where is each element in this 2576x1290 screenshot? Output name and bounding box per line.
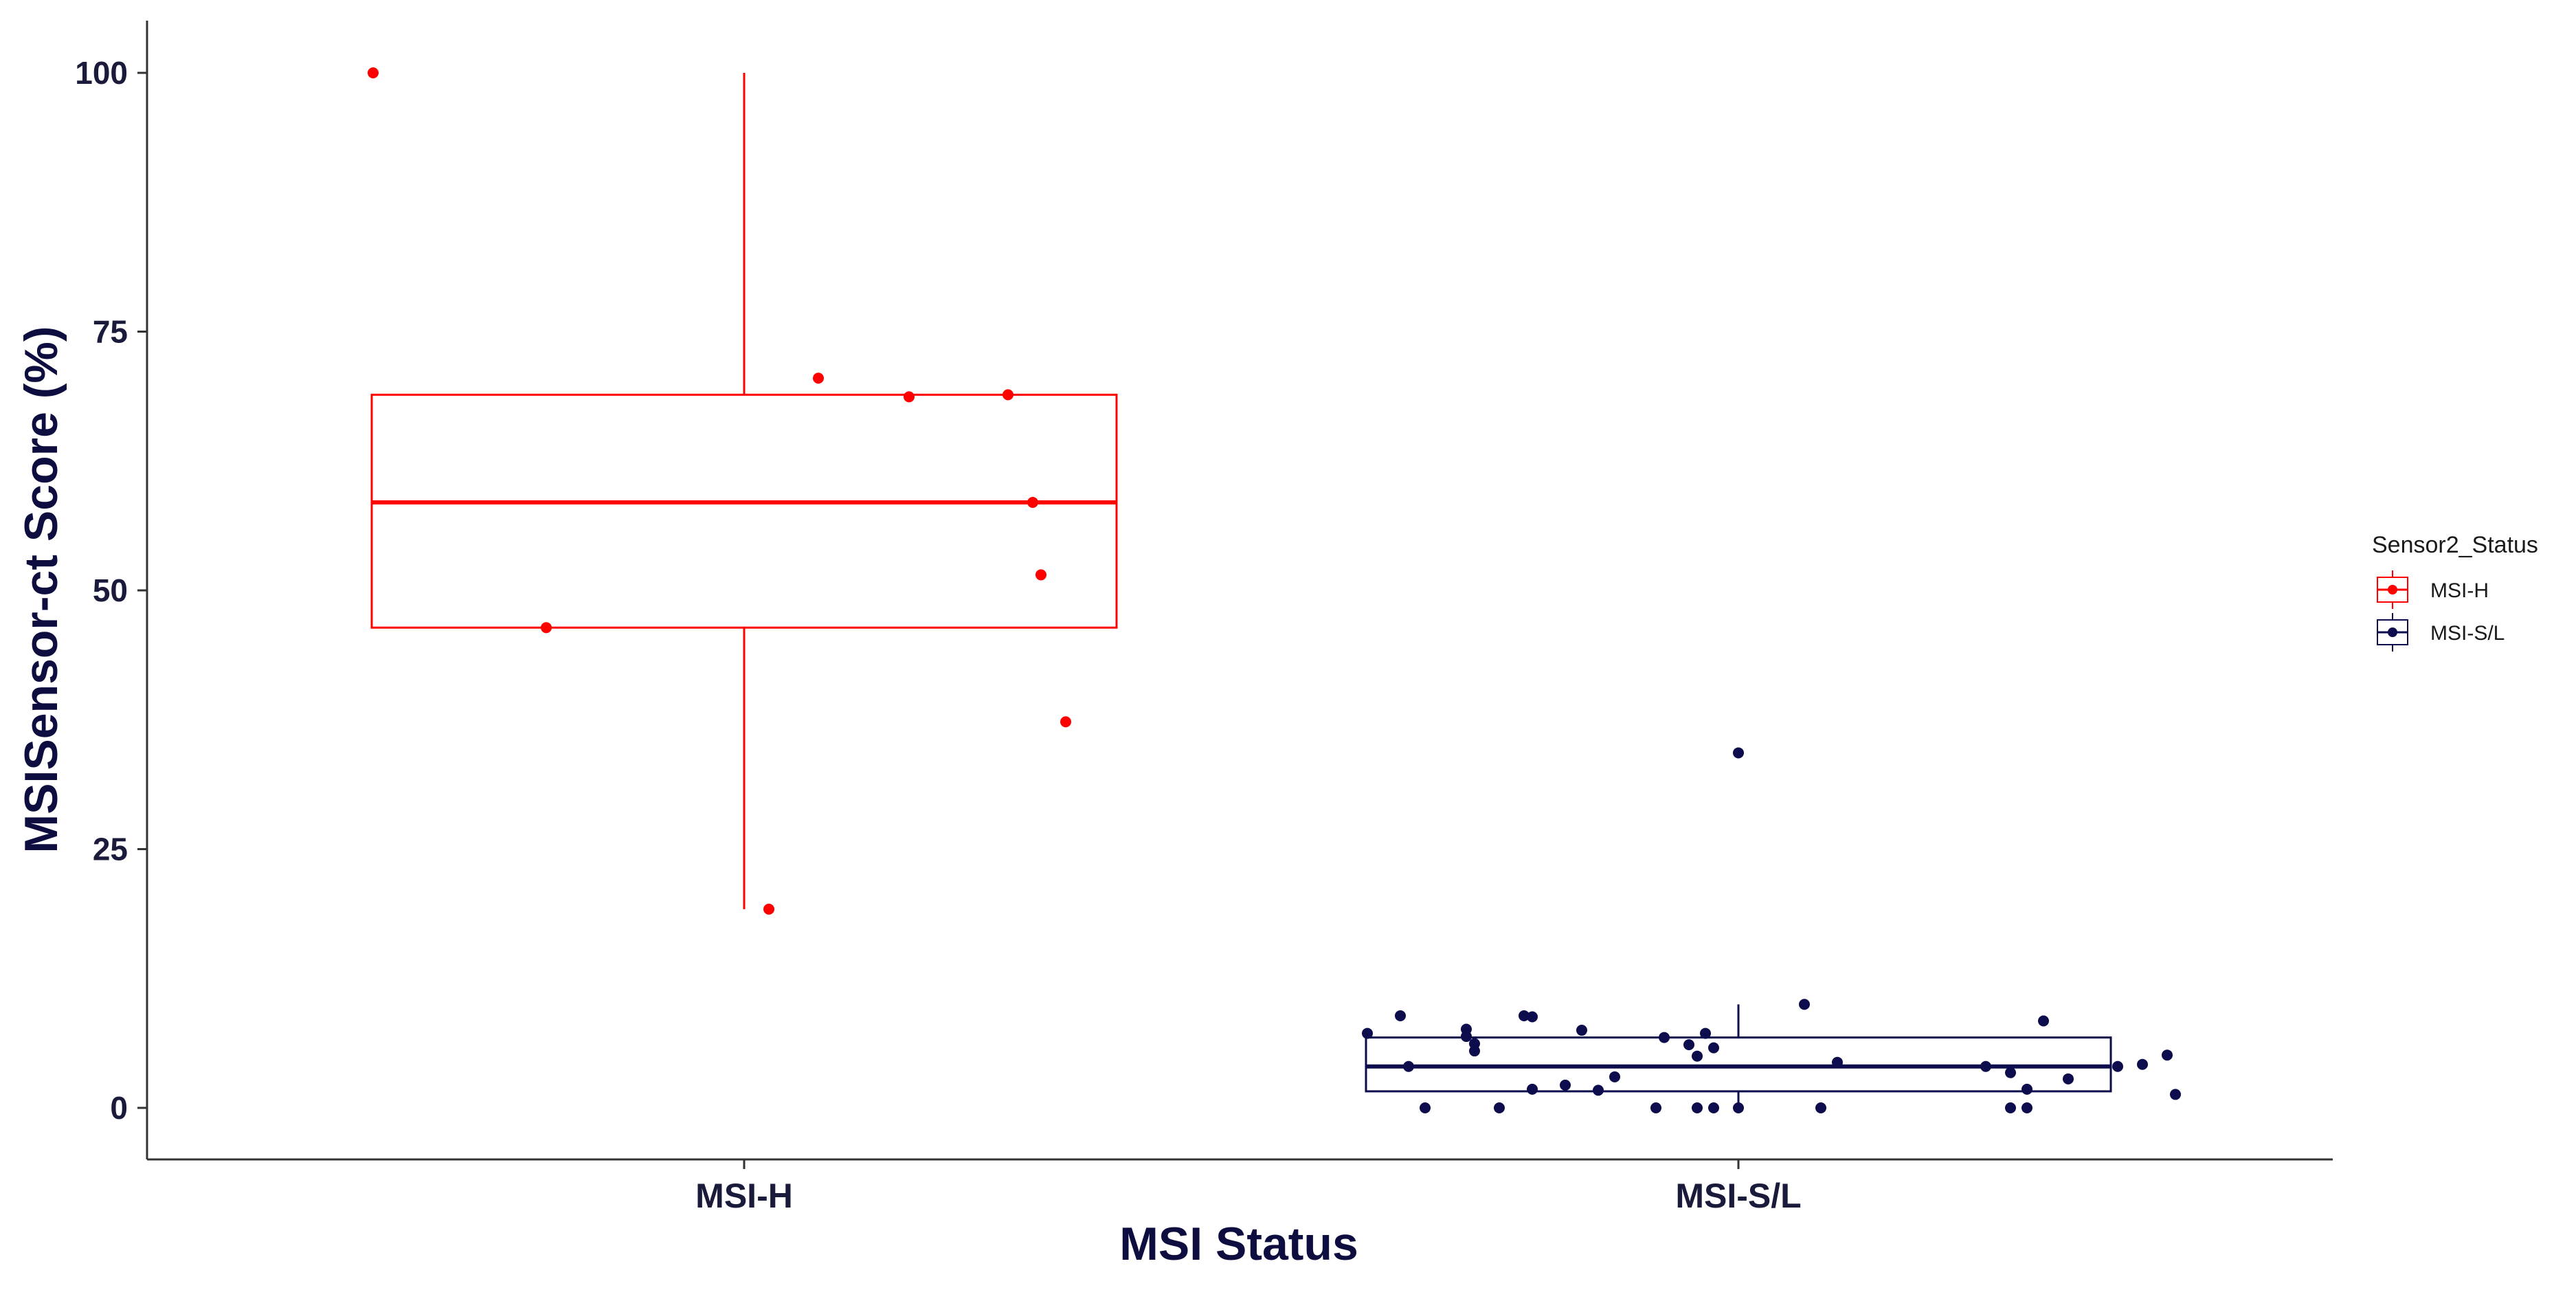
data-point — [1519, 1010, 1530, 1021]
legend-key-dot — [2388, 627, 2397, 637]
data-point — [904, 391, 915, 403]
data-point — [1494, 1102, 1505, 1113]
data-point — [1609, 1071, 1620, 1082]
legend: Sensor2_Status MSI-H MSI-S/L — [2372, 532, 2538, 652]
data-point — [1027, 496, 1038, 508]
y-tick-label: 100 — [75, 55, 128, 91]
y-axis-title: MSISensor-ct Score (%) — [15, 326, 67, 853]
data-point — [1692, 1102, 1703, 1113]
data-point — [1650, 1102, 1661, 1113]
data-point — [1060, 716, 1071, 728]
x-axis-ticks: MSI-H MSI-S/L — [695, 1159, 1802, 1215]
y-tick-label: 25 — [93, 832, 128, 867]
data-point — [541, 622, 552, 634]
data-point — [1527, 1011, 1538, 1023]
legend-keys: MSI-H MSI-S/L — [2377, 570, 2505, 652]
data-point — [2170, 1089, 2181, 1100]
data-point — [2137, 1058, 2148, 1070]
data-point — [1003, 389, 1013, 401]
data-point — [813, 372, 824, 384]
y-axis-ticks: 0 25 50 75 100 — [75, 55, 147, 1126]
data-point — [1560, 1079, 1571, 1091]
legend-title: Sensor2_Status — [2372, 532, 2538, 558]
data-point — [1708, 1042, 1719, 1054]
data-point — [1700, 1027, 1711, 1039]
data-point — [2038, 1015, 2049, 1027]
data-point — [1576, 1025, 1587, 1036]
legend-label: MSI-S/L — [2430, 622, 2505, 645]
data-point — [1980, 1060, 1991, 1072]
data-point — [1815, 1102, 1826, 1113]
data-point — [1659, 1032, 1670, 1043]
plot-area: 0 25 50 75 100 MSI-H MSI-S/L — [75, 21, 2333, 1215]
box-group — [370, 73, 2112, 1108]
data-point — [2162, 1049, 2173, 1061]
data-point — [1683, 1039, 1694, 1051]
data-point — [2021, 1083, 2032, 1095]
data-point — [1799, 999, 1810, 1010]
y-tick-label: 75 — [93, 314, 128, 350]
data-point — [2005, 1102, 2016, 1113]
data-point — [1035, 569, 1046, 581]
data-point — [1593, 1085, 1604, 1096]
data-point — [1461, 1031, 1472, 1043]
x-tick-label: MSI-S/L — [1675, 1177, 1801, 1215]
data-point — [1832, 1056, 1843, 1068]
data-point — [2021, 1102, 2032, 1113]
data-point — [1469, 1038, 1480, 1049]
box-iqr — [1365, 1036, 2112, 1093]
x-axis-title: MSI Status — [1119, 1218, 1358, 1270]
data-point — [1362, 1027, 1373, 1039]
data-point — [2112, 1060, 2123, 1072]
data-point — [1733, 1102, 1744, 1113]
y-tick-label: 50 — [93, 572, 128, 608]
y-tick-label: 0 — [110, 1090, 128, 1126]
box-iqr — [370, 393, 1118, 629]
data-point — [1395, 1010, 1406, 1021]
point-group — [368, 67, 2181, 1113]
data-point — [1733, 747, 1744, 759]
legend-label: MSI-H — [2430, 579, 2489, 602]
data-point — [1403, 1060, 1414, 1072]
data-point — [2063, 1073, 2074, 1085]
legend-key-dot — [2388, 585, 2397, 594]
data-point — [1692, 1050, 1703, 1062]
data-point — [368, 67, 379, 78]
data-point — [1420, 1102, 1431, 1113]
data-point — [1527, 1083, 1538, 1095]
x-tick-label: MSI-H — [695, 1177, 793, 1215]
data-point — [1708, 1102, 1719, 1113]
data-point — [2005, 1067, 2016, 1078]
data-point — [763, 903, 774, 915]
